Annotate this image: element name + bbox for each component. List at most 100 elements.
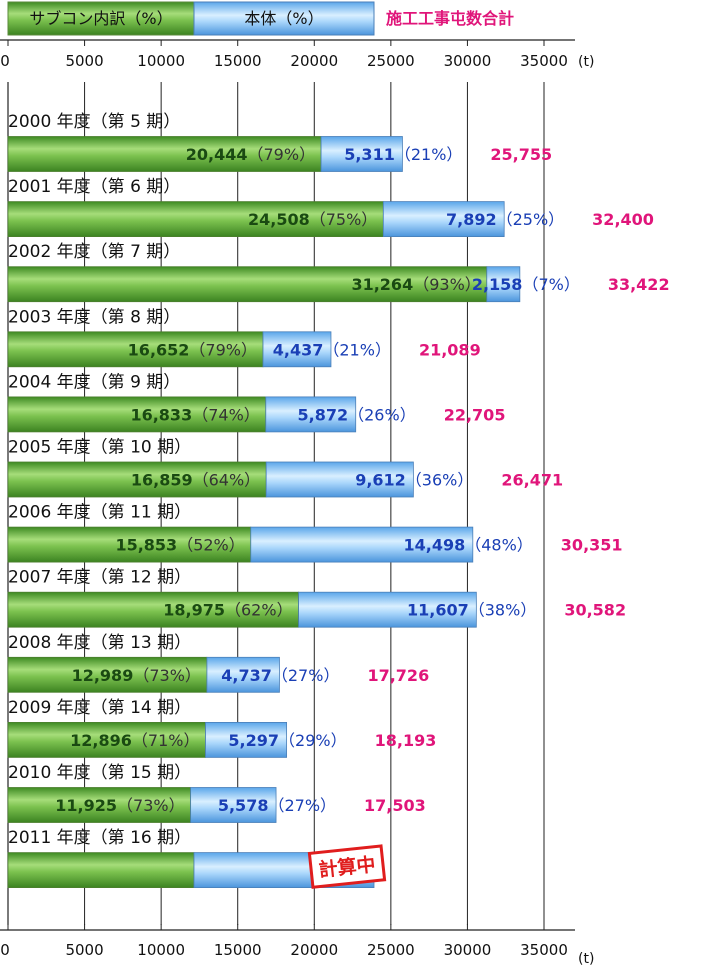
top-tick-label-25000: 25000 [367,52,415,70]
top-tick-label-20000: 20000 [290,52,338,70]
label-subcon-1: 24,508（75%） [248,210,377,229]
label-subcon-value-10: 11,925 [55,796,117,815]
bar-subcon-4 [7,396,267,433]
category-label-9: 2009 年度（第 14 期） [8,698,191,718]
total-label-10: 17,503 [364,796,426,815]
label-main-value-1: 7,892 [446,210,497,229]
label-main-value-9: 5,297 [228,731,279,750]
label-main-percent-6: （48%） [465,536,533,555]
total-label-6: 30,351 [561,536,623,555]
bar-main-5 [265,461,414,498]
bottom-tick-label-5000: 5000 [65,941,103,959]
label-main-percent-10: （27%） [268,796,336,815]
label-subcon-0: 20,444（79%） [186,145,315,164]
bar-main-3 [262,331,332,368]
top-tick-label-35000: 35000 [520,52,568,70]
category-label-6: 2006 年度（第 11 期） [8,503,191,523]
label-main-3: 4,437（21%） [273,340,391,359]
label-main-value-6: 14,498 [403,536,465,555]
bar-main-9 [205,722,288,758]
label-subcon-percent-10: （73%） [117,796,185,815]
label-subcon-8: 12,989（73%） [72,666,201,685]
label-subcon-percent-8: （73%） [133,666,201,685]
bar-subcon-9 [7,722,206,758]
label-subcon-value-2: 31,264 [351,275,413,294]
calculating-stamp: 計算中 [307,844,387,889]
label-main-1: 7,892（25%） [446,210,564,229]
bar-main-1 [382,201,505,238]
label-subcon-2: 31,264（93%） [351,275,480,294]
bar-subcon-5 [7,461,267,498]
label-main-percent-5: （36%） [406,471,474,490]
label-main-8: 4,737（27%） [221,666,339,685]
label-subcon-value-7: 18,975 [163,601,225,620]
label-subcon-percent-0: （79%） [248,145,316,164]
total-label-9: 18,193 [375,731,437,750]
bottom-tick-label-35000: 35000 [520,941,568,959]
bar-subcon-11 [7,852,195,888]
label-subcon-value-8: 12,989 [72,666,134,685]
bar-subcon-2 [7,266,488,303]
bottom-tick-label-15000: 15000 [214,941,262,959]
label-subcon-percent-9: （71%） [132,731,200,750]
legend-label-total: 施工工事屯数合計 [386,9,514,28]
label-main-6: 14,498（48%） [403,536,532,555]
total-label-3: 21,089 [419,340,481,359]
label-subcon-percent-6: （52%） [177,536,245,555]
label-main-percent-3: （21%） [323,340,391,359]
label-main-value-2: 2,158 [472,275,523,294]
bar-main-2 [486,266,521,303]
bar-main-6 [250,526,474,563]
total-label-5: 26,471 [501,471,563,490]
top-tick-label-30000: 30000 [444,52,492,70]
label-main-4: 5,872（26%） [298,405,416,424]
label-main-2: 2,158（7%） [472,275,580,294]
top-tick-label-0: 0 [0,52,10,70]
total-label-8: 17,726 [367,666,429,685]
label-subcon-percent-5: （64%） [193,471,261,490]
label-main-percent-7: （38%） [469,601,537,620]
bottom-tick-label-30000: 30000 [444,941,492,959]
label-main-percent-0: （21%） [395,145,463,164]
total-label-4: 22,705 [444,405,506,424]
label-main-percent-9: （29%） [279,731,347,750]
total-label-2: 33,422 [608,275,670,294]
label-subcon-value-1: 24,508 [248,210,310,229]
label-subcon-value-0: 20,444 [186,145,248,164]
label-subcon-10: 11,925（73%） [55,796,184,815]
label-subcon-7: 18,975（62%） [163,601,292,620]
label-subcon-percent-7: （62%） [225,601,293,620]
category-label-4: 2004 年度（第 9 期） [8,372,180,392]
label-main-value-7: 11,607 [407,601,469,620]
label-subcon-percent-2: （93%） [413,275,481,294]
label-main-value-3: 4,437 [273,340,324,359]
calculating-stamp-border [307,844,387,889]
legend-swatch-main [193,1,375,36]
bottom-tick-label-10000: 10000 [137,941,185,959]
label-main-0: 5,311（21%） [344,145,462,164]
label-main-10: 5,578（27%） [218,796,336,815]
bar-subcon-7 [7,591,299,628]
category-label-10: 2010 年度（第 15 期） [8,763,191,783]
label-subcon-value-5: 16,859 [131,471,193,490]
label-main-percent-1: （25%） [497,210,565,229]
label-subcon-percent-3: （79%） [189,340,257,359]
legend-label-main: 本体（%） [244,9,323,28]
category-label-7: 2007 年度（第 12 期） [8,568,191,588]
label-subcon-percent-4: （74%） [192,405,260,424]
bar-main-4 [265,396,357,433]
category-label-5: 2005 年度（第 10 期） [8,438,191,458]
label-main-value-4: 5,872 [298,405,349,424]
category-label-2: 2002 年度（第 7 期） [8,242,180,262]
bottom-unit-label: (t) [578,951,594,967]
label-main-value-10: 5,578 [218,796,269,815]
label-subcon-9: 12,896（71%） [70,731,199,750]
category-label-0: 2000 年度（第 5 期） [8,112,180,132]
top-unit-label: (t) [578,54,594,70]
bar-subcon-6 [7,526,252,563]
label-main-percent-2: （7%） [522,275,579,294]
category-label-11: 2011 年度（第 16 期） [8,828,191,848]
label-subcon-3: 16,652（79%） [128,340,257,359]
